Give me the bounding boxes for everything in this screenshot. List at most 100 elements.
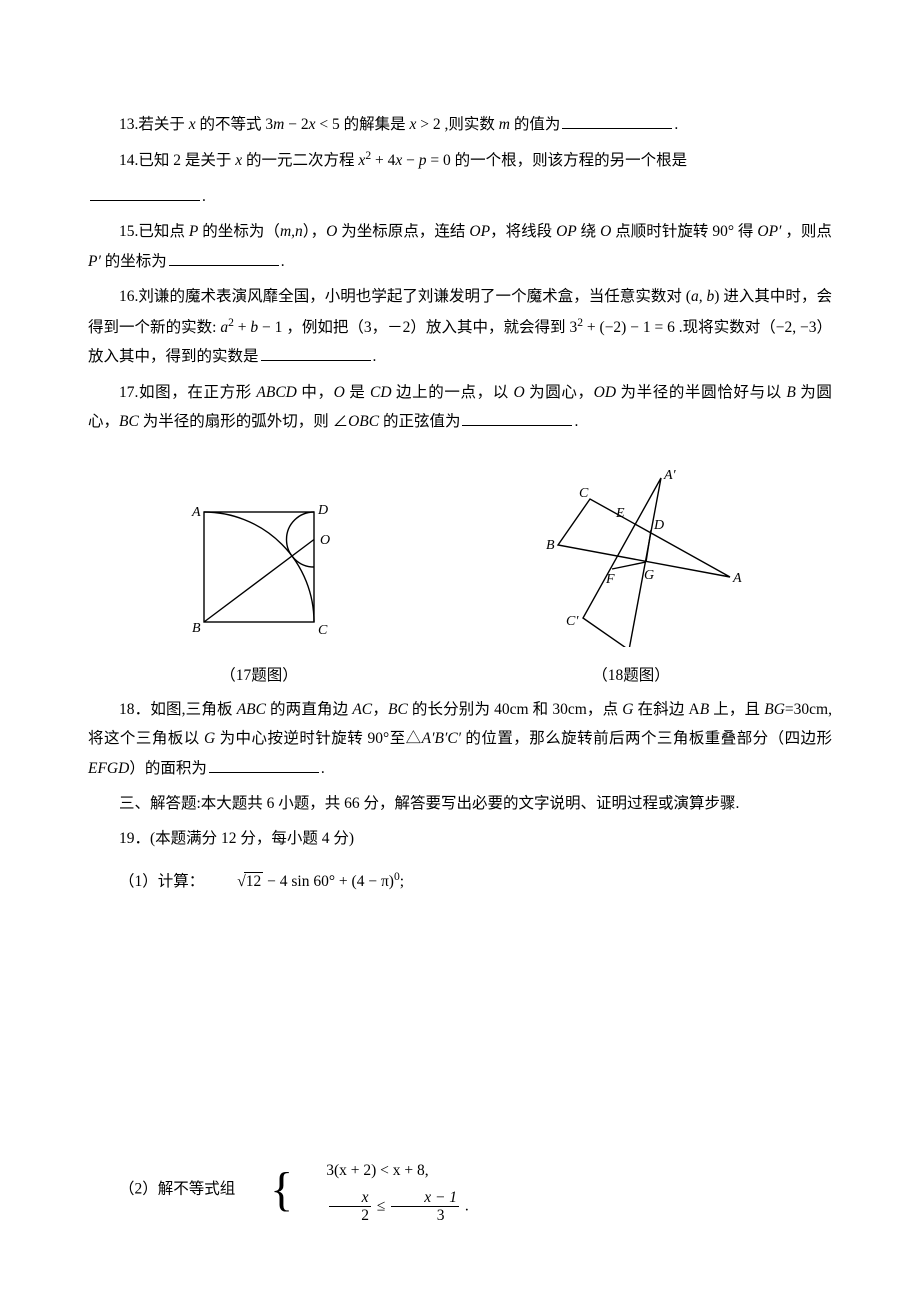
q15-i: 的坐标为	[101, 253, 167, 270]
q17-h: 为半径的扇形的弧外切，则 ∠	[139, 413, 348, 430]
q14-d: −	[402, 153, 419, 170]
q15-P: P	[189, 223, 198, 240]
q13-t5: > 2 ,则实数	[416, 116, 498, 133]
q15-O2: O	[600, 223, 611, 240]
q15-O: O	[326, 223, 337, 240]
left-brace-icon: {	[239, 1166, 293, 1214]
question-18: 18．如图,三角板 ABC 的两直角边 AC，BC 的长分别为 40cm 和 3…	[88, 695, 832, 783]
q15-a: 15.已知点	[119, 223, 189, 240]
q17-a: 17.如图，在正方形	[119, 384, 256, 401]
q17-O2: O	[513, 384, 524, 401]
q18-Bend: B	[700, 701, 709, 718]
q16-a: 16.刘谦的魔术表演风靡全国，小明也学起了刘谦发明了一个魔术盒，当任意实数对 (	[119, 288, 691, 305]
frac1-num: x	[329, 1190, 371, 1208]
fig17-label-B: B	[192, 621, 201, 636]
q19-1-label: （1）计算：	[119, 873, 204, 890]
fig17-label-O: O	[320, 533, 330, 548]
q18-f: 上，且	[709, 701, 764, 718]
q15-e: ，将线段	[490, 223, 556, 240]
q17-OD: OD	[594, 384, 616, 401]
q17-OBC: OBC	[348, 413, 379, 430]
q17-end: .	[574, 413, 578, 430]
fig18-label-B: B	[546, 538, 555, 553]
q16-bvar: b	[250, 319, 258, 336]
q15-b: 的坐标为（	[198, 223, 280, 240]
fig18-label-C: C	[579, 486, 589, 501]
q19-1-rad: 12	[244, 872, 264, 890]
q13-x2: x	[309, 116, 316, 133]
q13-t6: 的值为	[510, 116, 560, 133]
fig17-label-A: A	[191, 505, 201, 520]
q18-j: ）的面积为	[129, 760, 207, 777]
q15-h: ，则点	[781, 223, 831, 240]
fig18-label-E: E	[615, 506, 625, 521]
q18-h: 为中心按逆时针旋转 90°至△	[215, 730, 421, 747]
figures-row: A D O B C （17题图）	[88, 467, 832, 685]
figure-18-svg: A B C A′ B′ C′ D E F G	[516, 467, 746, 647]
q17-CD: CD	[370, 384, 392, 401]
question-13: 13.若关于 x 的不等式 3m − 2x < 5 的解集是 x > 2 ,则实…	[88, 110, 832, 139]
q13-m2: m	[499, 116, 510, 133]
q17-blank	[462, 409, 572, 426]
exam-page: 13.若关于 x 的不等式 3m − 2x < 5 的解集是 x > 2 ,则实…	[0, 0, 920, 1290]
question-15: 15.已知点 P 的坐标为（m,n），O 为坐标原点，连结 OP，将线段 OP …	[88, 217, 832, 276]
q18-G2: G	[204, 730, 215, 747]
q15-blank	[169, 249, 279, 266]
q16-ab: a, b	[691, 288, 714, 305]
frac1-den: 2	[328, 1207, 371, 1224]
q18-EFGD: EFGD	[88, 760, 129, 777]
q14-end: .	[202, 188, 206, 205]
fig18-label-A: A	[732, 571, 742, 586]
question-16: 16.刘谦的魔术表演风靡全国，小明也学起了刘谦发明了一个魔术盒，当任意实数对 (…	[88, 282, 832, 371]
q14-e: = 0 的一个根，则该方程的另一个根是	[427, 153, 688, 170]
q13-m: m	[273, 116, 284, 133]
figure-17-caption: （17题图）	[220, 663, 298, 685]
q18-e: 在斜边 A	[633, 701, 699, 718]
q19-2-end: .	[465, 1197, 469, 1214]
q14-p: p	[419, 153, 427, 170]
frac2-den: 3	[404, 1207, 447, 1224]
figure-18-column: A B C A′ B′ C′ D E F G （18题图）	[516, 467, 746, 685]
q17-B: B	[786, 384, 795, 401]
q19-2-leq: ≤	[377, 1197, 389, 1214]
frac2-num: x − 1	[391, 1190, 459, 1208]
q18-ApBpCp: A′B′C′	[422, 730, 461, 747]
q15-end: .	[281, 253, 285, 270]
question-19-header: 19．(本题满分 12 分，每小题 4 分)	[88, 824, 832, 853]
brace-system: { 3(x + 2) < x + 8, x 2 ≤ x − 1 3 .	[239, 1156, 469, 1223]
section-3-header: 三、解答题:本大题共 6 小题，共 66 分，解答要写出必要的文字说明、证明过程…	[88, 789, 832, 818]
q18-AC: AC	[352, 701, 372, 718]
q19-1-end: ;	[400, 873, 404, 890]
q15-c: ），	[303, 223, 326, 240]
q17-c: 是	[345, 384, 370, 401]
q17-b: 中，	[297, 384, 334, 401]
q13-x: x	[189, 116, 196, 133]
q15-OP2: OP	[556, 223, 577, 240]
question-19-part1: （1）计算：12 − 4 sin 60° + (4 − π)0;	[88, 866, 832, 897]
q18-i: 的位置，那么旋转前后两个三角板重叠部分（四边形	[461, 730, 832, 747]
brace-lines: 3(x + 2) < x + 8, x 2 ≤ x − 1 3 .	[295, 1156, 469, 1223]
q19-2-line1: 3(x + 2) < x + 8,	[295, 1156, 469, 1185]
fraction-1: x 2	[328, 1190, 371, 1224]
q17-i: 的正弦值为	[379, 413, 460, 430]
q17-d: 边上的一点，以	[392, 384, 514, 401]
q18-blank	[209, 756, 319, 773]
q14-b: 的一元二次方程	[242, 153, 358, 170]
figure-17-column: A D O B C （17题图）	[174, 492, 344, 685]
q16-end: .	[373, 348, 377, 365]
q17-ABCD: ABCD	[256, 384, 296, 401]
q14-blank	[90, 184, 200, 201]
question-17: 17.如图，在正方形 ABCD 中，O 是 CD 边上的一点，以 O 为圆心，O…	[88, 378, 832, 437]
fig18-label-D: D	[653, 518, 664, 533]
q13-t4: < 5 的解集是	[316, 116, 410, 133]
fraction-2: x − 1 3	[391, 1190, 459, 1224]
q13-blank	[562, 112, 672, 129]
q14-a: 14.已知 2 是关于	[119, 153, 235, 170]
q15-d: 为坐标原点，连结	[337, 223, 469, 240]
q16-a2: a	[220, 319, 228, 336]
q15-Pp: P′	[88, 253, 101, 270]
q18-d: 的长分别为 40cm 和 30cm，点	[408, 701, 622, 718]
q16-c: +	[234, 319, 251, 336]
fig18-label-F: F	[605, 572, 615, 587]
fig18-label-G: G	[644, 568, 654, 583]
